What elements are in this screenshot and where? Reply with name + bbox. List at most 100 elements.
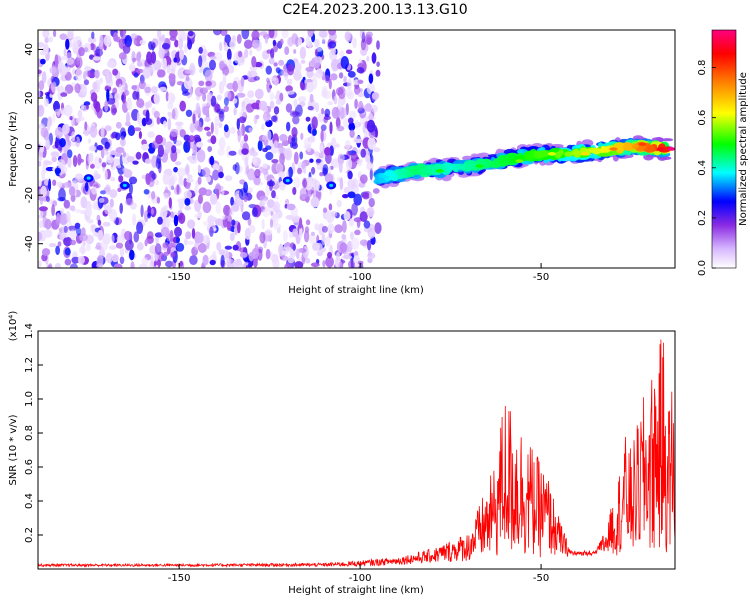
noise-cell — [259, 31, 268, 36]
noise-cell — [303, 168, 307, 174]
noise-cell — [343, 211, 351, 221]
noise-cell — [185, 231, 192, 240]
noise-cell — [153, 110, 160, 119]
noise-cell — [59, 56, 68, 61]
noise-cell — [335, 143, 340, 148]
noise-cell — [168, 72, 176, 83]
noise-cell — [338, 107, 347, 119]
noise-cell — [218, 137, 226, 150]
noise-cell — [350, 152, 359, 163]
noise-cell — [214, 115, 220, 127]
noise-cell — [214, 218, 224, 226]
noise-cell — [230, 126, 236, 135]
noise-cell — [52, 113, 56, 124]
noise-cell — [110, 177, 116, 182]
noise-cell — [239, 127, 243, 137]
noise-cell — [328, 41, 337, 49]
ridge-cell — [661, 138, 674, 142]
noise-cell — [208, 94, 213, 100]
noise-cell — [262, 162, 268, 169]
noise-cell — [111, 254, 119, 263]
noise-cell — [324, 147, 331, 156]
noise-cell — [264, 36, 269, 44]
noise-cell — [281, 30, 289, 39]
noise-cell — [40, 211, 44, 218]
ridge-cell — [528, 153, 534, 158]
noise-cell — [329, 145, 334, 156]
noise-cell — [300, 132, 304, 140]
noise-cell — [366, 119, 376, 133]
noise-cell — [110, 133, 115, 139]
noise-cell — [115, 217, 119, 226]
noise-cell — [261, 208, 271, 218]
noise-cell — [341, 234, 347, 240]
noise-cell — [174, 161, 182, 166]
noise-cell — [325, 256, 334, 268]
noise-cell — [354, 98, 358, 109]
noise-cell — [54, 139, 59, 149]
noise-cell — [106, 155, 114, 164]
noise-cell — [189, 255, 198, 266]
noise-cell — [38, 90, 41, 98]
noise-cell — [330, 158, 340, 168]
noise-cell — [271, 115, 278, 122]
noise-cell — [184, 69, 194, 74]
noise-cell — [88, 72, 95, 78]
noise-cell — [187, 30, 194, 37]
noise-cell — [147, 100, 153, 108]
noise-cell — [305, 219, 311, 226]
noise-cell — [265, 248, 271, 260]
noise-cell — [313, 151, 320, 156]
noise-cell — [198, 80, 205, 87]
noise-cell — [270, 48, 275, 60]
noise-cell — [330, 58, 340, 71]
ridge-peak — [547, 152, 556, 156]
noise-cell — [347, 78, 352, 90]
snr-frame — [37, 330, 676, 570]
noise-cell — [220, 254, 225, 268]
noise-cell — [54, 167, 61, 175]
noise-cell — [58, 60, 64, 70]
ridge-cell — [588, 149, 601, 154]
noise-cell — [358, 100, 364, 111]
noise-cell — [213, 30, 222, 36]
noise-cell — [147, 131, 155, 139]
noise-cell — [356, 67, 365, 74]
noise-cell — [136, 111, 141, 124]
noise-cell — [63, 48, 67, 57]
noise-cell — [328, 246, 333, 253]
noise-cell — [147, 212, 152, 219]
noise-cell — [308, 233, 317, 244]
noise-cell — [374, 222, 382, 235]
noise-cell — [300, 59, 306, 64]
noise-cell — [322, 164, 329, 175]
noise-cell — [122, 183, 127, 188]
noise-cell — [189, 122, 195, 133]
noise-cell — [165, 260, 174, 268]
noise-cell — [284, 147, 293, 161]
noise-cell — [275, 99, 282, 105]
noise-cell — [252, 39, 261, 49]
noise-cell — [176, 261, 180, 266]
noise-cell — [92, 81, 98, 90]
noise-cell — [187, 174, 193, 180]
noise-cell — [170, 67, 176, 74]
noise-cell — [304, 79, 308, 84]
noise-cell — [104, 125, 112, 132]
noise-cell — [315, 102, 319, 113]
noise-cell — [287, 255, 295, 264]
noise-cell — [273, 223, 282, 231]
noise-cell — [322, 90, 332, 100]
noise-cell — [38, 148, 43, 161]
noise-cell — [150, 86, 158, 94]
noise-cell — [329, 121, 333, 135]
noise-cell — [186, 240, 194, 245]
noise-cell — [101, 162, 107, 168]
noise-cell — [74, 83, 81, 94]
noise-cell — [224, 34, 231, 44]
x-tick-label: -100 — [349, 573, 372, 584]
noise-cell — [184, 198, 191, 206]
noise-cell — [309, 93, 314, 103]
noise-cell — [357, 79, 364, 85]
noise-cell — [224, 214, 233, 224]
